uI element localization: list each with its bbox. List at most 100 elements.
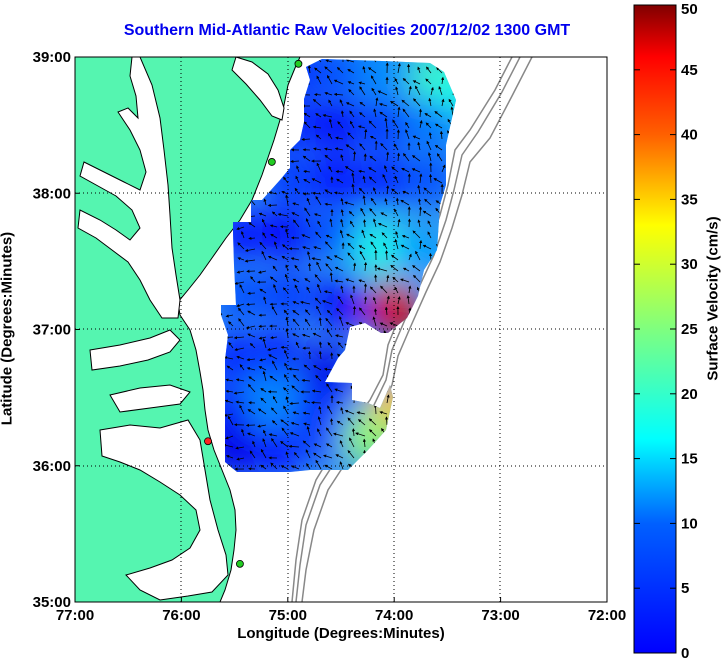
- vector-arrow: [295, 341, 300, 349]
- vector-arrow: [311, 401, 322, 405]
- vector-arrow: [362, 175, 366, 184]
- y-tick-label: 37:00: [33, 322, 71, 339]
- vector-arrow: [358, 245, 366, 250]
- colorbar-tick-label: 40: [681, 127, 698, 144]
- vector-arrow: [292, 202, 300, 206]
- vector-arrow: [262, 232, 267, 239]
- vector-arrow: [377, 222, 388, 228]
- vector-arrow: [405, 121, 410, 129]
- vector-arrow: [359, 86, 366, 96]
- vector-arrow: [374, 274, 378, 283]
- vector-arrow: [340, 209, 344, 217]
- vector-arrow: [313, 246, 322, 250]
- vector-arrow: [236, 355, 245, 360]
- vector-arrow: [284, 349, 289, 360]
- colorbar-tick-label: 45: [681, 62, 698, 79]
- vector-arrow: [324, 464, 333, 470]
- vector-arrow: [441, 164, 446, 173]
- vector-arrow: [233, 391, 245, 395]
- vector-arrow: [397, 106, 401, 118]
- vector-arrow: [304, 318, 311, 327]
- vector-arrow: [322, 300, 333, 305]
- vector-arrow: [281, 427, 289, 437]
- vector-arrow: [347, 252, 355, 261]
- vector-arrow: [305, 449, 311, 459]
- vector-arrow: [408, 285, 412, 294]
- vector-arrow: [225, 389, 234, 393]
- vector-arrow: [389, 322, 399, 327]
- x-tick-label: 72:00: [588, 607, 626, 624]
- vector-arrow: [223, 413, 234, 417]
- delaware-bay: [231, 57, 285, 121]
- vector-arrow: [244, 248, 256, 252]
- vector-arrow: [330, 418, 334, 426]
- vector-arrow: [322, 114, 333, 118]
- vector-arrow: [324, 241, 333, 250]
- vector-arrow: [239, 364, 245, 371]
- vector-arrow: [315, 459, 322, 470]
- vector-arrow: [384, 198, 388, 206]
- vector-arrow: [363, 296, 368, 305]
- vector-arrow: [314, 297, 322, 305]
- vector-arrow: [417, 219, 421, 228]
- vector-arrow: [428, 252, 433, 261]
- velocity-cell: [221, 426, 256, 472]
- vector-arrow: [334, 147, 344, 151]
- vector-arrow: [262, 370, 267, 382]
- vector-arrow: [358, 81, 366, 85]
- vector-arrow: [258, 366, 267, 371]
- vector-arrow: [315, 59, 322, 63]
- vector-arrow: [441, 98, 445, 107]
- vector-arrow: [323, 290, 333, 294]
- vector-arrow: [368, 176, 377, 184]
- vector-arrow: [222, 443, 234, 448]
- vector-arrow: [258, 336, 267, 340]
- velocity-cell: [221, 330, 256, 383]
- vector-arrow: [391, 166, 399, 173]
- vector-arrow: [324, 147, 333, 151]
- y-tick-label: 36:00: [33, 458, 71, 475]
- vector-arrow: [225, 435, 234, 440]
- vector-arrow: [238, 318, 245, 327]
- vector-arrow: [425, 122, 432, 129]
- vector-arrow: [249, 450, 256, 459]
- vector-arrow: [285, 316, 289, 327]
- vector-arrow: [315, 231, 322, 239]
- x-tick-label: 76:00: [162, 607, 200, 624]
- vector-arrow: [362, 195, 366, 206]
- vector-arrow: [268, 433, 278, 437]
- vector-arrow: [408, 253, 412, 261]
- vector-arrow: [307, 262, 312, 272]
- vector-arrow: [302, 411, 311, 415]
- vector-arrow: [252, 440, 256, 448]
- vector-arrow: [292, 301, 300, 305]
- vector-arrow: [301, 378, 311, 383]
- vector-arrow: [267, 255, 278, 261]
- radar-site-active: [294, 59, 303, 68]
- vector-arrow: [386, 274, 390, 283]
- vector-arrow: [223, 356, 234, 360]
- vector-arrow: [400, 199, 410, 206]
- vector-arrow: [376, 267, 388, 272]
- vector-arrow: [282, 287, 289, 294]
- vector-arrow: [288, 444, 300, 449]
- vector-arrow: [307, 65, 311, 74]
- vector-arrow: [412, 265, 421, 272]
- vector-arrow: [336, 420, 344, 426]
- vector-arrow: [368, 167, 377, 173]
- vector-arrow: [347, 132, 355, 140]
- vector-arrow: [258, 270, 267, 274]
- vector-arrow: [433, 178, 443, 184]
- vector-arrow: [245, 325, 256, 329]
- velocity-cell: [309, 99, 362, 152]
- vector-arrow: [311, 191, 322, 195]
- vector-arrow: [385, 250, 389, 261]
- vector-arrow: [235, 446, 245, 450]
- vector-arrow: [303, 422, 311, 426]
- vector-arrow: [259, 288, 267, 294]
- vector-arrow: [440, 76, 445, 85]
- vector-arrow: [233, 336, 245, 340]
- vector-arrow: [235, 400, 245, 404]
- vector-arrow: [364, 128, 368, 140]
- vector-arrow: [369, 135, 377, 140]
